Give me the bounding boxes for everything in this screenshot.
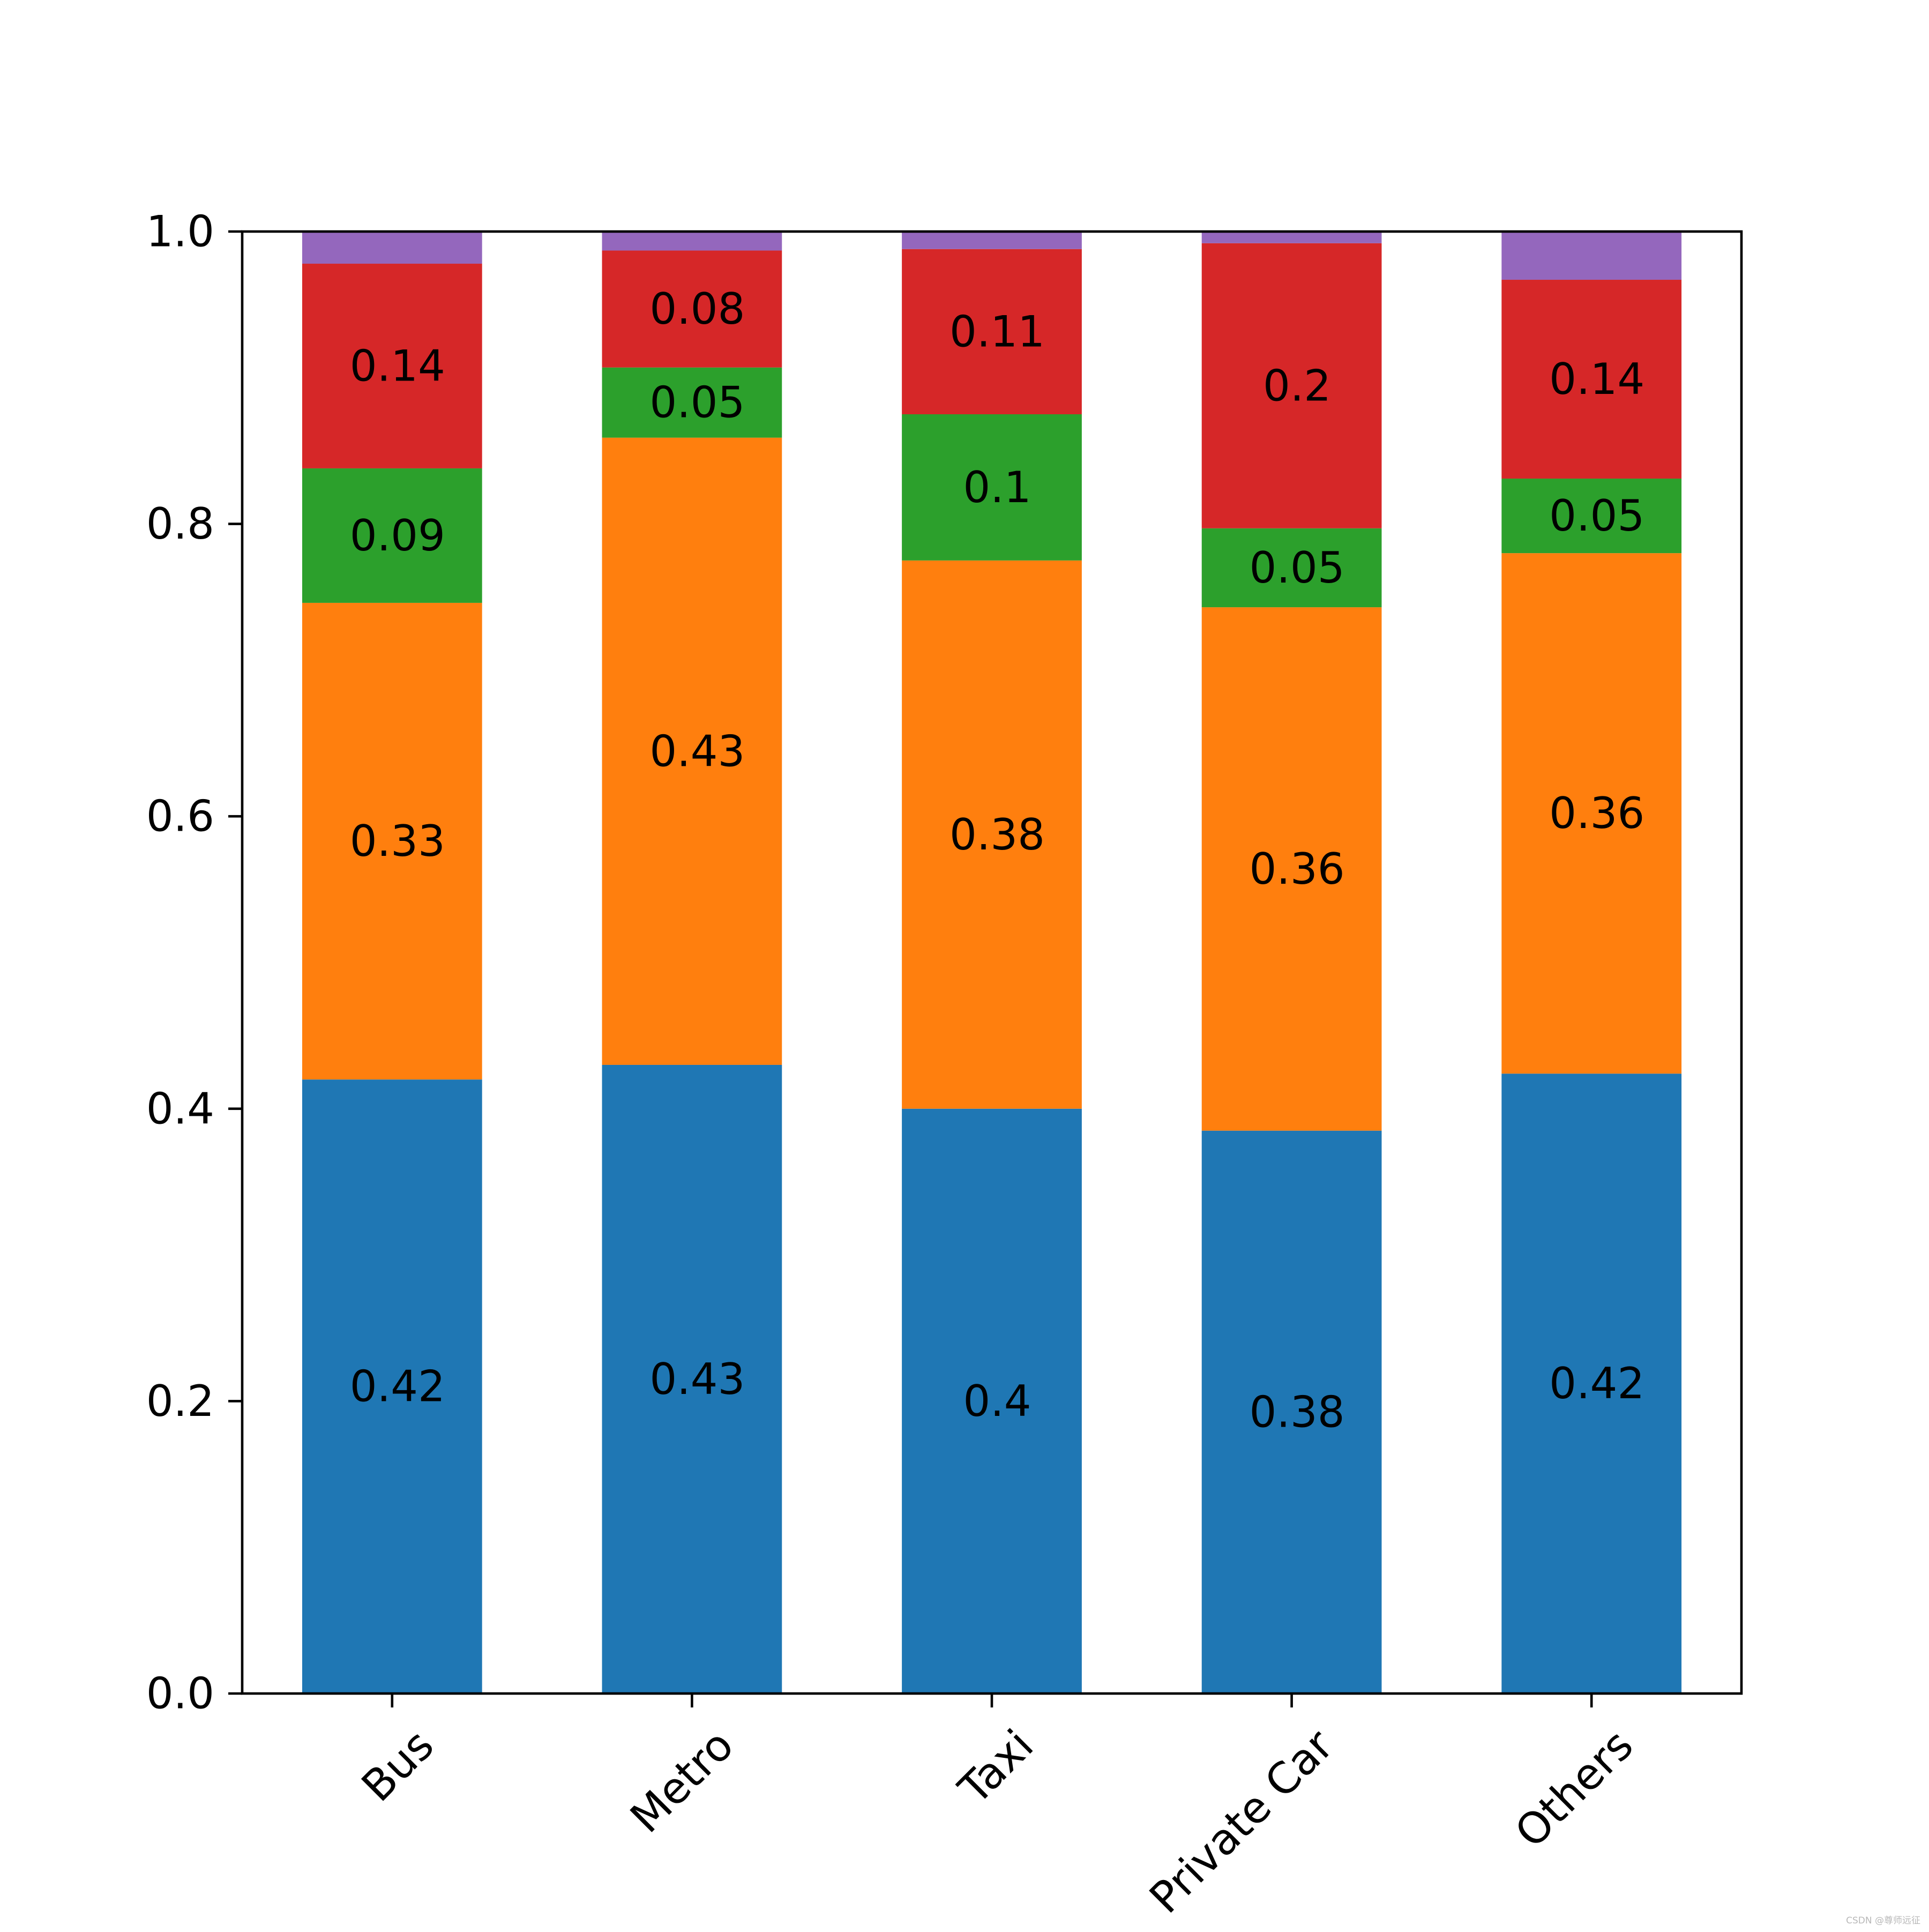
bar-segment-bus-series-5 (302, 232, 482, 264)
data-label: 0.05 (1250, 543, 1345, 593)
data-label: 0.43 (649, 1354, 745, 1404)
bar-segment-metro-series-2 (602, 437, 782, 1065)
bar-segment-taxi-series-2 (902, 560, 1082, 1109)
bar-segment-private-car-series-2 (1201, 607, 1382, 1131)
bar-segment-others-series-5 (1501, 232, 1682, 280)
data-label: 0.38 (949, 810, 1045, 860)
x-tick-label: Private Car (1140, 1720, 1343, 1922)
data-label: 0.11 (949, 307, 1045, 356)
data-label: 0.05 (649, 378, 745, 428)
data-label: 0.2 (1263, 361, 1331, 411)
bar-segment-metro-series-3 (602, 367, 782, 438)
bars-layer (302, 232, 1682, 1694)
bar-segment-taxi-series-4 (902, 249, 1082, 414)
data-label: 0.36 (1549, 788, 1644, 838)
x-tick-label: Metro (621, 1720, 743, 1843)
bar-segment-others-series-4 (1501, 280, 1682, 479)
data-label: 0.14 (1549, 354, 1644, 404)
x-tick-label: Taxi (949, 1720, 1043, 1815)
y-tick-label: 0.0 (146, 1669, 214, 1719)
bar-segment-bus-series-4 (302, 264, 482, 468)
bar-segment-bus-series-2 (302, 602, 482, 1080)
bar-segment-taxi-series-5 (902, 232, 1082, 249)
data-label: 0.43 (649, 726, 745, 776)
bar-segment-taxi-series-3 (902, 414, 1082, 561)
data-label: 0.1 (963, 463, 1031, 512)
y-tick-label: 0.4 (146, 1084, 214, 1133)
data-label: 0.33 (350, 816, 445, 866)
data-label: 0.36 (1250, 844, 1345, 894)
data-label: 0.09 (350, 511, 445, 561)
y-tick-label: 0.8 (146, 499, 214, 549)
data-label: 0.42 (350, 1362, 445, 1412)
bar-segment-private-car-series-1 (1201, 1130, 1382, 1694)
bar-segment-bus-series-1 (302, 1079, 482, 1694)
bar-segment-metro-series-4 (602, 250, 782, 368)
bar-segment-private-car-series-4 (1201, 243, 1382, 528)
data-label: 0.38 (1250, 1387, 1345, 1437)
y-tick-label: 0.2 (146, 1376, 214, 1426)
x-tick-label: Bus (352, 1720, 443, 1811)
data-label: 0.42 (1549, 1359, 1644, 1408)
bar-segment-metro-series-1 (602, 1064, 782, 1694)
y-axis: 0.0 0.2 0.4 0.6 0.8 1.0 (146, 207, 242, 1719)
bar-segment-taxi-series-1 (902, 1108, 1082, 1694)
bar-segment-bus-series-3 (302, 468, 482, 603)
data-labels-layer: 0.42 0.43 0.4 0.38 0.42 0.33 0.43 0.38 0.36 0.36 0… (350, 284, 1645, 1437)
data-label: 0.14 (350, 341, 445, 391)
data-label: 0.4 (963, 1376, 1031, 1426)
watermark: CSDN @尊师远征 (1846, 1915, 1920, 1926)
bar-segment-metro-series-5 (602, 232, 782, 251)
x-tick-label: Others (1506, 1720, 1643, 1858)
data-label: 0.08 (649, 284, 745, 334)
x-axis: Bus Metro Taxi Private Car Others (352, 1694, 1642, 1923)
y-tick-label: 0.6 (146, 792, 214, 841)
bar-segment-others-series-2 (1501, 553, 1682, 1074)
bar-segment-private-car-series-5 (1201, 232, 1382, 243)
bar-segment-others-series-3 (1501, 479, 1682, 554)
bar-segment-private-car-series-3 (1201, 528, 1382, 608)
y-tick-label: 1.0 (146, 207, 214, 257)
data-label: 0.05 (1549, 491, 1644, 541)
bar-segment-others-series-1 (1501, 1073, 1682, 1694)
